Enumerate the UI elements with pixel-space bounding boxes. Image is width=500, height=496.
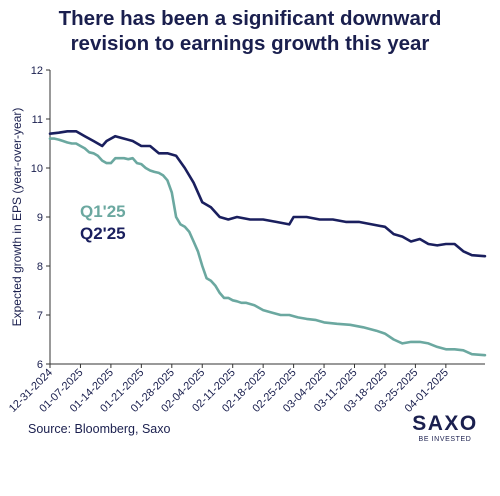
logo-name: SAXO — [412, 412, 478, 435]
y-tick-label: 10 — [31, 163, 43, 175]
y-tick-label: 7 — [37, 310, 43, 322]
chart-lines — [48, 130, 487, 357]
chart-legend: Q1'25 Q2'25 — [80, 202, 126, 243]
y-tick-label: 12 — [31, 65, 43, 77]
title-line-2: revision to earnings growth this year — [70, 32, 430, 55]
legend-label-q2: Q2'25 — [80, 224, 126, 243]
y-tick-label: 6 — [37, 359, 43, 371]
chart-title: There has been a significant downward re… — [0, 6, 500, 56]
title-line-1: There has been a significant downward — [58, 7, 442, 30]
series-line-q2 — [48, 130, 487, 258]
saxo-logo: SAXO BE INVESTED — [408, 413, 482, 445]
y-axis-label: Expected growth in EPS (year-over-year) — [10, 108, 24, 327]
source-note: Source: Bloomberg, Saxo — [28, 422, 171, 436]
y-tick-label: 8 — [37, 261, 43, 273]
legend-label-q1: Q1'25 — [80, 202, 126, 221]
series-line-q1 — [48, 137, 487, 357]
y-tick-label: 9 — [37, 212, 43, 224]
logo-tagline: BE INVESTED — [418, 436, 472, 443]
y-tick-label: 11 — [32, 114, 43, 126]
